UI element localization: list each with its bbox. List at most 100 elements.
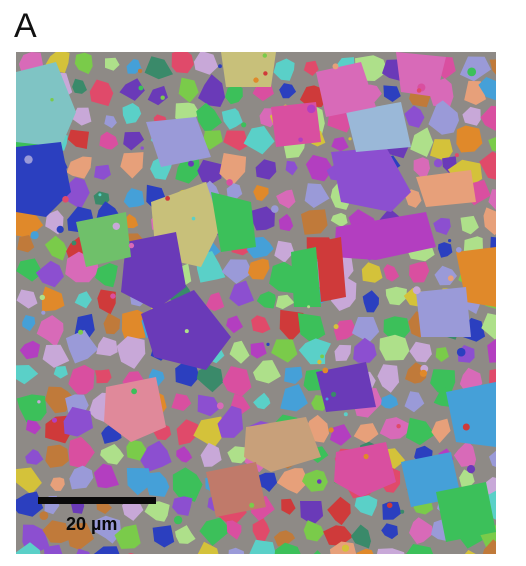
grain — [95, 369, 112, 384]
grain — [383, 85, 401, 102]
grain-large — [146, 117, 211, 167]
small-grain — [333, 324, 339, 330]
grain — [219, 153, 247, 186]
grain — [379, 417, 411, 440]
grain — [482, 539, 496, 554]
grain — [176, 419, 202, 446]
grain — [256, 472, 278, 492]
grain-large — [244, 417, 321, 472]
small-grain — [454, 153, 459, 158]
small-grain — [386, 502, 393, 509]
grain — [313, 550, 322, 554]
grain — [279, 83, 297, 99]
grain — [76, 548, 90, 554]
grain — [274, 240, 295, 263]
grain — [285, 160, 298, 176]
grain — [176, 446, 193, 463]
grain — [226, 315, 243, 334]
grain — [379, 334, 410, 361]
grain — [93, 546, 120, 554]
grain-large — [334, 442, 396, 497]
grain — [120, 152, 144, 179]
small-grain — [412, 286, 421, 295]
small-grain — [71, 240, 77, 246]
grain — [227, 446, 247, 464]
small-grain — [112, 222, 121, 230]
small-grain — [466, 465, 476, 474]
small-grain — [56, 225, 64, 233]
grain — [488, 136, 496, 152]
grain — [488, 189, 496, 211]
grain — [297, 313, 326, 343]
grain — [53, 366, 68, 379]
small-grain — [266, 342, 270, 346]
grain — [284, 366, 303, 384]
grain — [95, 263, 118, 288]
grain — [221, 108, 243, 130]
small-grain — [226, 179, 233, 186]
grain — [406, 544, 434, 554]
grain — [329, 424, 352, 446]
grain — [114, 524, 141, 549]
grain — [435, 347, 449, 362]
grain — [41, 286, 65, 312]
grain — [36, 315, 64, 348]
grain — [197, 541, 219, 554]
small-grain — [400, 509, 405, 514]
small-grain — [363, 453, 369, 460]
small-grain — [219, 195, 226, 203]
small-grain — [138, 85, 144, 91]
grain — [409, 261, 430, 283]
small-grain — [191, 216, 196, 221]
grain — [248, 258, 270, 280]
grain — [438, 242, 453, 258]
grain — [459, 367, 483, 392]
grain — [72, 78, 87, 94]
grain — [478, 77, 496, 101]
small-grain — [110, 293, 116, 299]
grain — [249, 539, 276, 554]
grain-large — [416, 170, 476, 207]
small-grain — [41, 310, 46, 315]
small-grain — [456, 347, 466, 357]
grain — [205, 292, 225, 312]
grain — [199, 517, 232, 546]
grain — [44, 235, 67, 261]
grain — [271, 339, 298, 363]
grain — [197, 394, 221, 417]
grain — [413, 157, 430, 178]
grain — [196, 102, 222, 131]
grain — [225, 84, 243, 105]
grain — [273, 530, 296, 547]
grain — [430, 139, 453, 162]
grain — [404, 391, 425, 413]
small-grain — [396, 424, 401, 429]
grain — [16, 491, 44, 517]
grain — [276, 189, 296, 209]
grain — [381, 523, 398, 540]
grain — [273, 58, 295, 81]
grain — [356, 548, 374, 554]
small-grain — [160, 95, 165, 100]
grain — [409, 517, 434, 544]
grain — [45, 444, 69, 468]
grain — [105, 57, 120, 71]
grain — [433, 217, 451, 235]
grain — [226, 520, 242, 540]
small-grain — [78, 329, 84, 335]
grain — [300, 501, 324, 526]
grain — [96, 336, 118, 356]
grain — [16, 258, 43, 282]
grain — [196, 365, 224, 393]
grain — [16, 542, 41, 554]
grain — [66, 156, 92, 179]
grain — [226, 183, 243, 199]
grain — [146, 472, 170, 497]
grain — [481, 313, 496, 341]
small-grain — [467, 67, 477, 77]
grain — [459, 469, 475, 490]
grain — [243, 126, 275, 155]
grain — [382, 501, 402, 520]
grain — [464, 550, 476, 554]
grain — [330, 212, 348, 227]
